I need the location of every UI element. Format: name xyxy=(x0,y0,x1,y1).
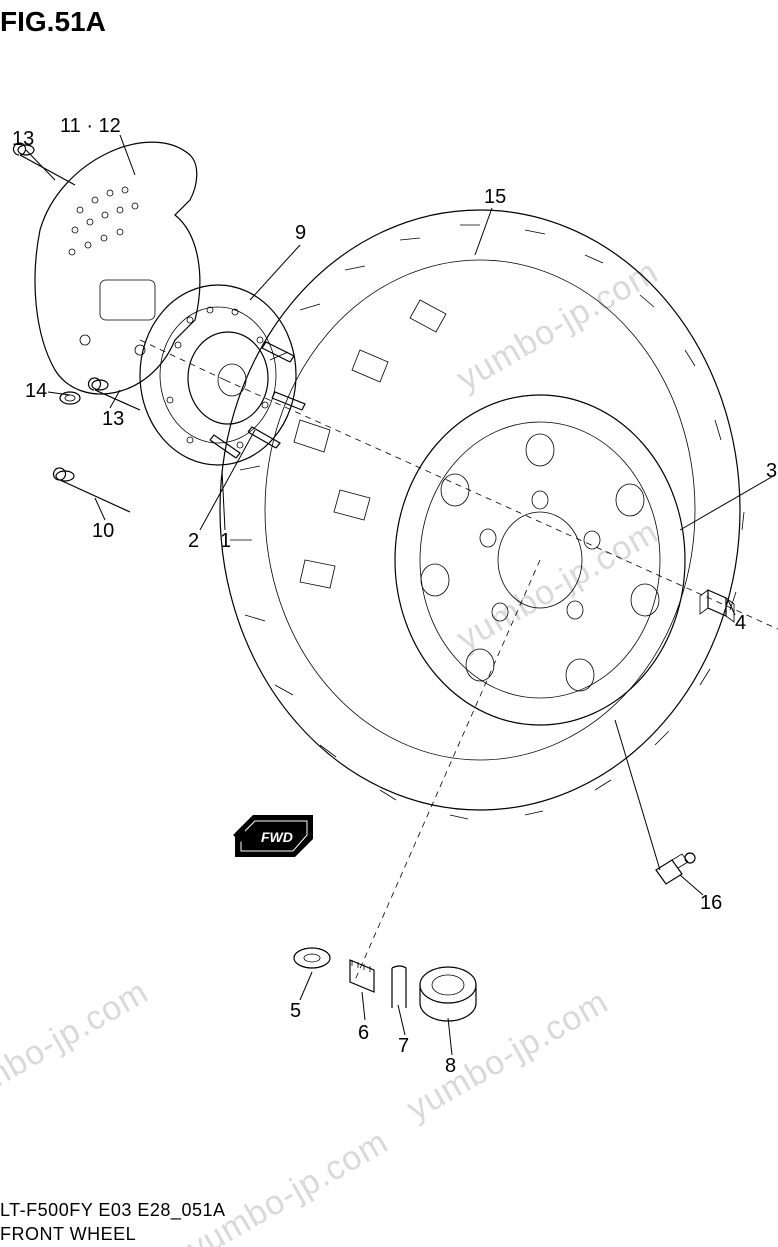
footer-model: LT-F500FY E03 E28_051A xyxy=(0,1200,225,1221)
callout-13a: 13 xyxy=(12,128,34,151)
callout-8: 8 xyxy=(445,1055,456,1078)
tire-assembly xyxy=(220,210,744,819)
exploded-diagram: FWD xyxy=(0,0,778,1247)
callout-14: 14 xyxy=(25,380,47,403)
callout-4: 4 xyxy=(735,612,746,635)
callout-3: 3 xyxy=(766,460,777,483)
callout-2: 2 xyxy=(188,530,199,553)
callout-16: 16 xyxy=(700,892,722,915)
hub-rotor xyxy=(140,285,305,465)
shield-bolts xyxy=(14,143,141,512)
callout-11-12: 11 · 12 xyxy=(60,115,121,138)
leaders xyxy=(26,135,775,1055)
fwd-badge: FWD xyxy=(233,815,313,857)
callout-9: 9 xyxy=(295,222,306,245)
fwd-label: FWD xyxy=(261,829,293,845)
callout-5: 5 xyxy=(290,1000,301,1023)
callout-13b: 13 xyxy=(102,408,124,431)
callout-15: 15 xyxy=(484,186,506,209)
axle-hardware xyxy=(294,948,476,1021)
callout-7: 7 xyxy=(398,1035,409,1058)
callout-1: 1 xyxy=(220,530,231,553)
valve-stem xyxy=(656,853,695,884)
callout-10: 10 xyxy=(92,520,114,543)
callout-6: 6 xyxy=(358,1022,369,1045)
footer-name: FRONT WHEEL xyxy=(0,1224,136,1245)
page-root: { "figure": { "title": "FIG.51A", "title… xyxy=(0,0,778,1247)
